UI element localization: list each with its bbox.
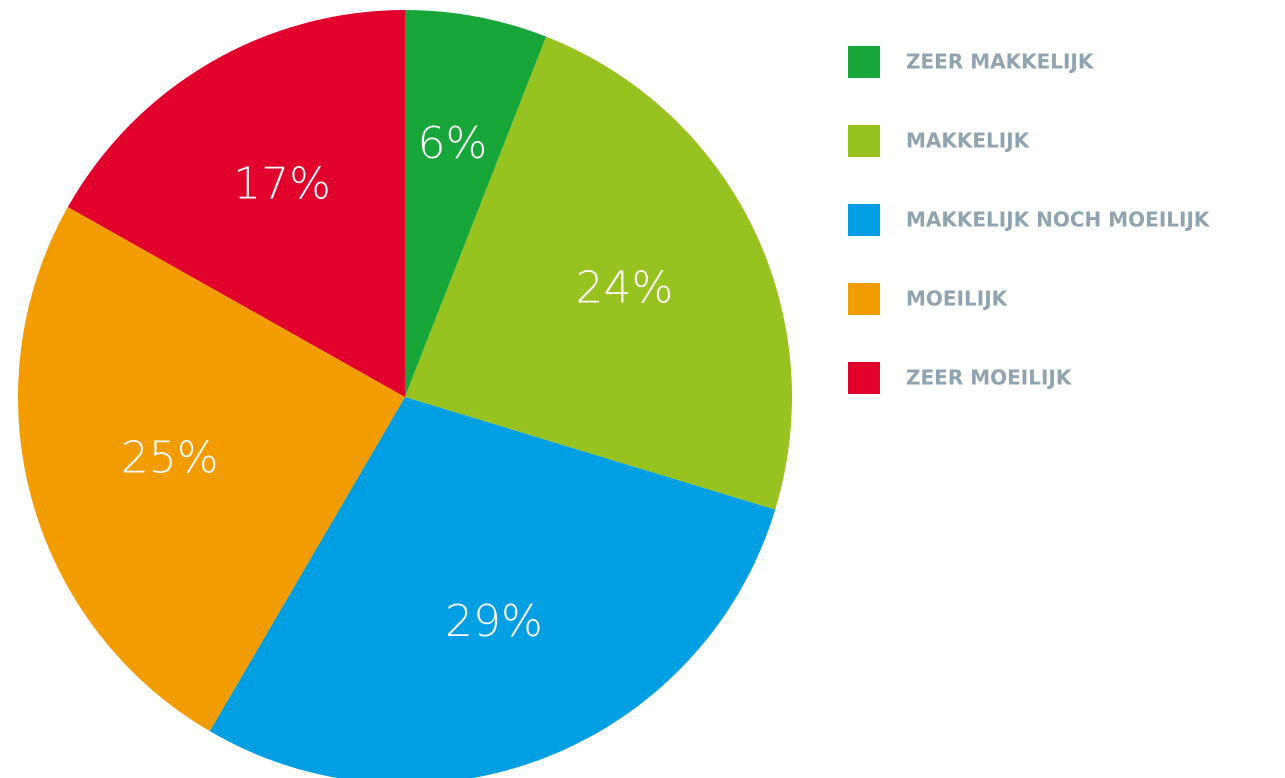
value-label: 29% [445,596,543,647]
pie-slice [67,10,405,397]
legend-label: MAKKELIJK [906,129,1031,153]
legend-label: MAKKELIJK NOCH MOEILIJK [906,208,1211,232]
pie-slice [405,10,547,397]
legend-swatch [848,204,880,236]
value-label: 25% [121,433,219,484]
pie-slice [17,206,406,732]
legend-swatch [848,362,880,394]
value-label: 17% [233,158,331,209]
legend-swatch [848,283,880,315]
legend-label: ZEER MOEILIJK [906,366,1073,390]
value-label: 24% [576,263,674,314]
pie-slice [209,397,776,778]
value-label: 6% [417,118,487,169]
legend-swatch [848,125,880,157]
legend-label: MOEILIJK [906,287,1009,311]
legend-swatch [848,46,880,78]
pie-slice [405,36,793,510]
legend-label: ZEER MAKKELIJK [906,50,1095,74]
